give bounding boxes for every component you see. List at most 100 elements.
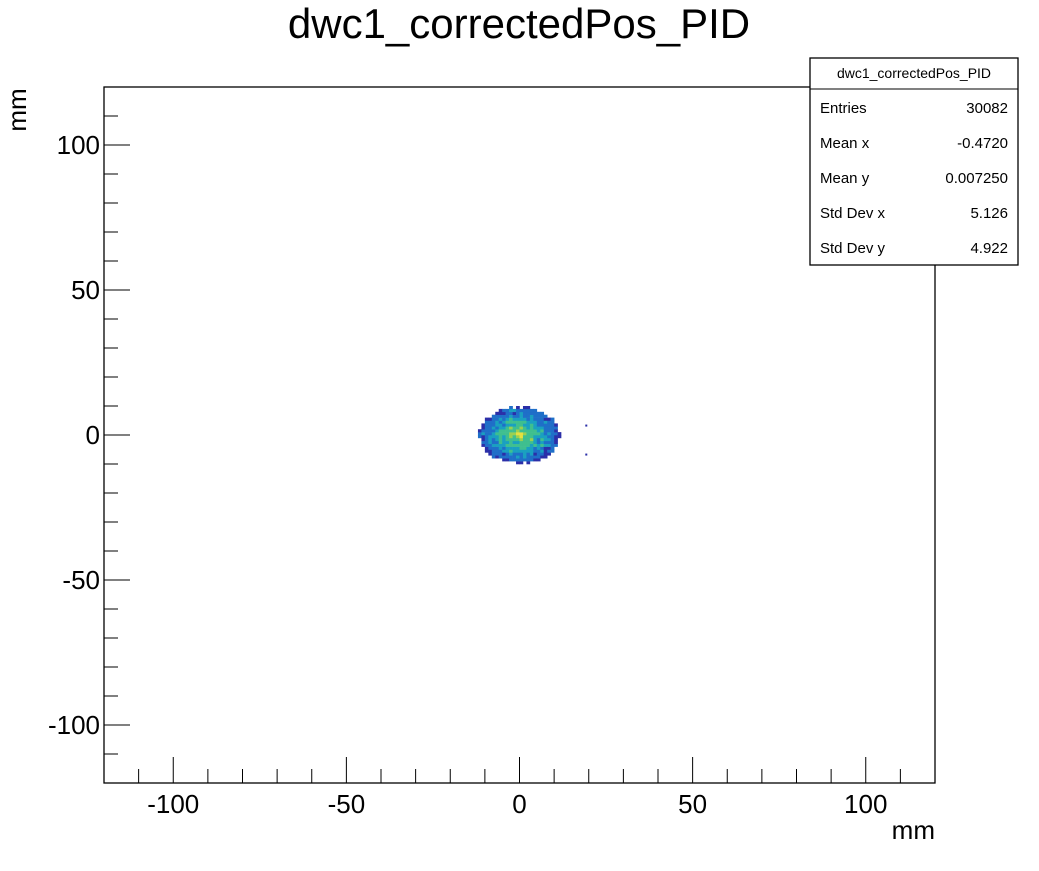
heatmap-bin — [543, 414, 548, 418]
heatmap-bin — [543, 426, 548, 430]
heatmap-bin — [529, 429, 534, 433]
heatmap-bin — [509, 420, 513, 424]
heatmap-bin — [585, 424, 588, 427]
heatmap-bin — [512, 408, 517, 413]
heatmap-bin — [540, 440, 545, 444]
heatmap-bin — [516, 446, 520, 450]
y-tick-label: -100 — [48, 710, 100, 740]
stats-value: 5.126 — [970, 205, 1008, 222]
heatmap-bin — [516, 452, 520, 456]
heatmap-bin — [540, 449, 545, 453]
heatmap-bin — [505, 420, 510, 424]
heatmap-bin — [522, 406, 527, 410]
heatmap-bin — [529, 411, 534, 415]
x-tick-label: -100 — [147, 789, 199, 819]
heatmap-bin — [533, 455, 538, 459]
heatmap-bin — [491, 437, 496, 442]
heatmap-bin — [488, 452, 493, 456]
heatmap-bin — [509, 443, 513, 447]
heatmap-bin — [554, 435, 558, 439]
heatmap-bin — [502, 408, 506, 413]
heatmap-bin — [498, 440, 503, 444]
heatmap-bin — [540, 455, 545, 459]
heatmap-bin — [522, 408, 527, 413]
heatmap-bin — [522, 452, 527, 456]
heatmap-bin — [554, 423, 558, 427]
heatmap-bin — [533, 452, 538, 456]
heatmap-bin — [512, 426, 517, 430]
heatmap-bin — [505, 455, 510, 459]
heatmap-bin — [540, 432, 545, 436]
heatmap-bin — [502, 443, 506, 447]
heatmap-bin — [547, 437, 551, 442]
heatmap-bin — [533, 449, 538, 453]
heatmap-bin — [533, 435, 538, 439]
x-tick-label: 0 — [512, 789, 526, 819]
heatmap-bin — [529, 449, 534, 453]
heatmap-bin — [550, 435, 555, 439]
heatmap-bin — [495, 443, 500, 447]
heatmap-bin — [543, 437, 548, 442]
x-tick-label: 100 — [844, 789, 887, 819]
heatmap-bin — [540, 452, 545, 456]
heatmap-bin — [505, 423, 510, 427]
heatmap-bin — [526, 429, 531, 433]
heatmap-bin — [522, 437, 527, 442]
heatmap-bin — [519, 417, 524, 421]
heatmap-bin — [533, 411, 538, 415]
heatmap-bin — [516, 408, 520, 413]
heatmap-bin — [495, 449, 500, 453]
heatmap-bin — [550, 420, 555, 424]
heatmap-bin — [519, 440, 524, 444]
heatmap-bin — [488, 426, 493, 430]
heatmap-bin — [554, 432, 558, 436]
heatmap-bin — [481, 443, 486, 447]
y-tick-label: 100 — [57, 130, 100, 160]
heatmap-bin — [491, 440, 496, 444]
heatmap-bin — [547, 443, 551, 447]
heatmap-bin — [484, 423, 489, 427]
y-tick-label: 50 — [71, 275, 100, 305]
heatmap-bin — [502, 414, 506, 418]
heatmap-bin — [526, 446, 531, 450]
axis-ticks — [104, 115, 901, 783]
heatmap-bin — [526, 455, 531, 459]
heatmap-bin — [488, 417, 493, 421]
heatmap-bin — [543, 423, 548, 427]
heatmap-bin — [547, 440, 551, 444]
heatmap-bin — [536, 426, 541, 430]
heatmap-bin — [529, 414, 534, 418]
heatmap-bin — [512, 414, 517, 418]
heatmap-bin — [495, 435, 500, 439]
heatmap-bin — [505, 446, 510, 450]
heatmap-bin — [512, 417, 517, 421]
heatmap-bin — [488, 429, 493, 433]
heatmap-bin — [481, 437, 486, 442]
heatmap-bin — [543, 446, 548, 450]
heatmap-bin — [498, 455, 503, 459]
heatmap-bin — [522, 458, 527, 462]
stats-value: 4.922 — [970, 240, 1008, 257]
heatmap-bin — [491, 432, 496, 436]
heatmap-bin — [554, 443, 558, 447]
heatmap-bin — [498, 420, 503, 424]
heatmap-bin — [547, 429, 551, 433]
heatmap-bin — [509, 455, 513, 459]
heatmap-bin — [547, 452, 551, 456]
heatmap-bin — [484, 437, 489, 442]
heatmap-bin — [495, 437, 500, 442]
heatmap-bin — [502, 455, 506, 459]
heatmap-bin — [481, 423, 486, 427]
heatmap-bin — [540, 420, 545, 424]
heatmap-bin — [502, 420, 506, 424]
heatmap-bin — [502, 435, 506, 439]
heatmap-bin — [509, 414, 513, 418]
heatmap-bin — [519, 429, 524, 433]
heatmap-bin — [526, 458, 531, 462]
heatmap-bin — [495, 432, 500, 436]
tick-labels: -100 -50 0 50 100 -100 -50 0 50 100 — [48, 130, 887, 819]
heatmap-bin — [488, 449, 493, 453]
heatmap-bin — [519, 461, 524, 465]
heatmap-bin — [505, 411, 510, 415]
heatmap-bin — [491, 455, 496, 459]
